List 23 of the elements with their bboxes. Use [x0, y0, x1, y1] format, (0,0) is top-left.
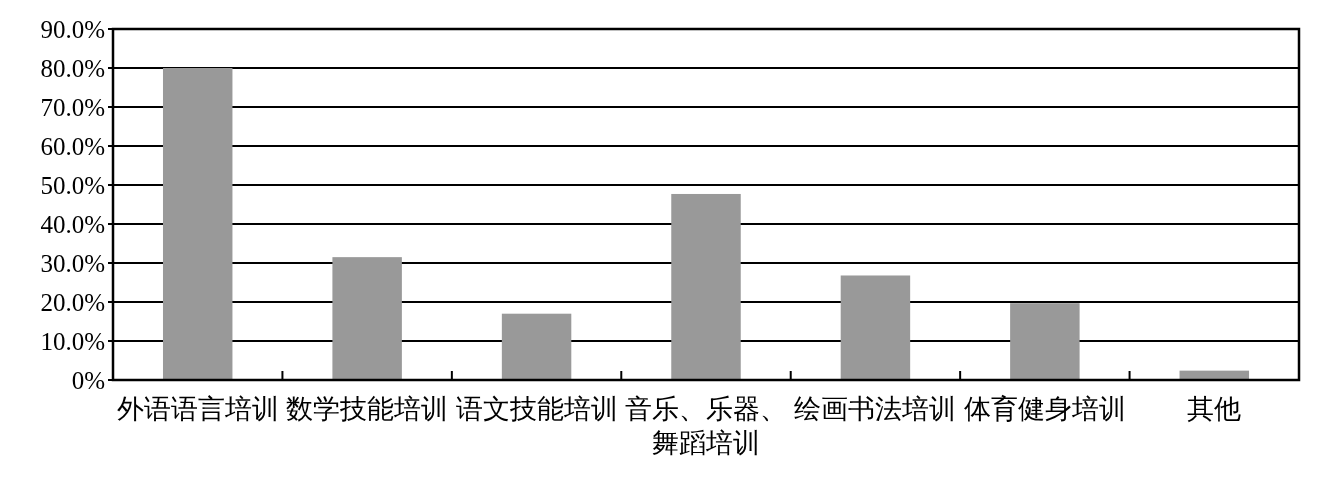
x-tick-label: 音乐、乐器、舞蹈培训 — [624, 393, 788, 460]
x-tick-label: 其他 — [1186, 393, 1243, 426]
bar — [840, 275, 911, 380]
x-tick-label: 外语语言培训 — [115, 393, 280, 426]
y-tick-label: 80.0% — [40, 54, 105, 82]
y-tick-label: 60.0% — [40, 132, 105, 160]
bar — [501, 313, 572, 380]
y-tick-label: 70.0% — [40, 93, 105, 121]
bar — [671, 193, 741, 380]
y-tick-label: 10.0% — [40, 327, 105, 355]
y-tick-label: 50.0% — [40, 171, 105, 199]
y-tick-label: 30.0% — [40, 249, 105, 277]
y-tick-label: 20.0% — [40, 288, 105, 316]
x-tick-label: 体育健身培训 — [962, 393, 1127, 426]
bar — [1010, 303, 1080, 380]
x-tick-label: 绘画书法培训 — [793, 393, 958, 426]
bar — [162, 68, 233, 380]
y-tick-label: 0% — [71, 366, 105, 394]
y-tick-label: 90.0% — [40, 15, 105, 43]
bar — [332, 257, 402, 380]
y-tick-label: 40.0% — [40, 210, 105, 238]
x-tick-label: 语文技能培训 — [454, 393, 619, 426]
x-tick-label: 数学技能培训 — [285, 393, 450, 426]
